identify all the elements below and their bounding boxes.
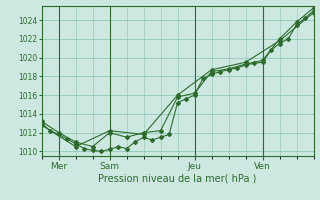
- X-axis label: Pression niveau de la mer( hPa ): Pression niveau de la mer( hPa ): [99, 173, 257, 183]
